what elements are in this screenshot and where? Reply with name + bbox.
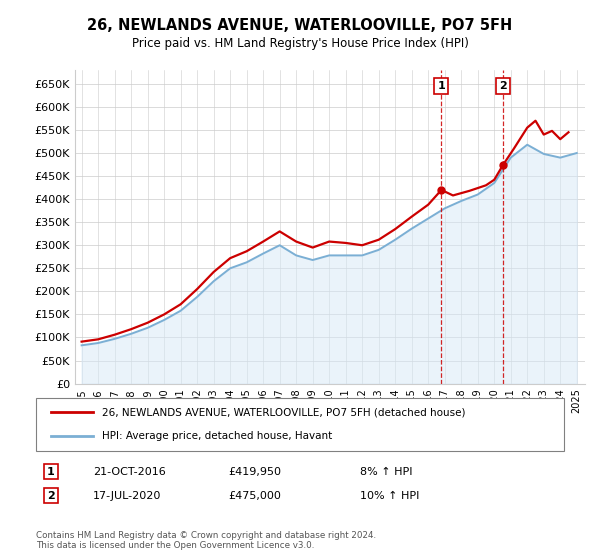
Text: 26, NEWLANDS AVENUE, WATERLOOVILLE, PO7 5FH (detached house): 26, NEWLANDS AVENUE, WATERLOOVILLE, PO7 … <box>102 408 466 418</box>
Text: 21-OCT-2016: 21-OCT-2016 <box>93 466 166 477</box>
Text: HPI: Average price, detached house, Havant: HPI: Average price, detached house, Hava… <box>102 431 332 441</box>
Text: £475,000: £475,000 <box>228 491 281 501</box>
Text: 1: 1 <box>47 466 55 477</box>
Text: 1: 1 <box>437 81 445 91</box>
Text: 26, NEWLANDS AVENUE, WATERLOOVILLE, PO7 5FH: 26, NEWLANDS AVENUE, WATERLOOVILLE, PO7 … <box>88 18 512 32</box>
Text: 2: 2 <box>47 491 55 501</box>
Text: 17-JUL-2020: 17-JUL-2020 <box>93 491 161 501</box>
Text: Contains HM Land Registry data © Crown copyright and database right 2024.
This d: Contains HM Land Registry data © Crown c… <box>36 531 376 550</box>
Text: 2: 2 <box>499 81 507 91</box>
Text: Price paid vs. HM Land Registry's House Price Index (HPI): Price paid vs. HM Land Registry's House … <box>131 37 469 50</box>
Text: £419,950: £419,950 <box>228 466 281 477</box>
Text: 10% ↑ HPI: 10% ↑ HPI <box>360 491 419 501</box>
Text: 8% ↑ HPI: 8% ↑ HPI <box>360 466 413 477</box>
